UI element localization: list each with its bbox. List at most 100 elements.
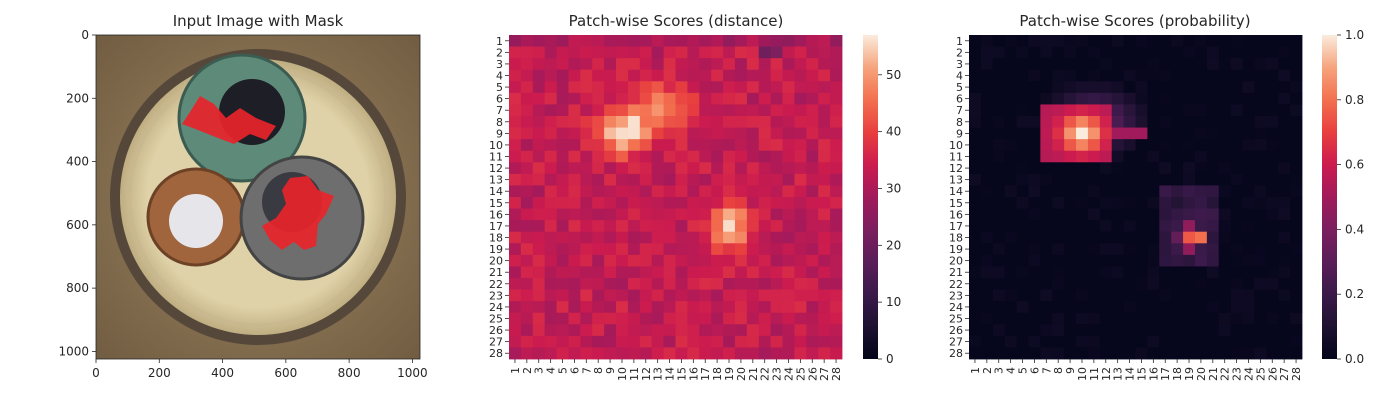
heatmap-cell xyxy=(1147,254,1160,267)
heatmap-cell xyxy=(1194,278,1208,290)
heatmap-cell xyxy=(711,150,724,163)
heatmap-cell xyxy=(980,347,994,360)
heatmap-cell xyxy=(627,312,641,325)
heatmap-cell xyxy=(992,347,1006,360)
heatmap-cell xyxy=(604,347,617,360)
heatmap-cell xyxy=(1230,104,1243,117)
heatmap-cell xyxy=(675,301,688,314)
heatmap-cell xyxy=(639,173,653,186)
heatmap-cell xyxy=(1171,243,1184,256)
heatmap-cell xyxy=(592,185,605,198)
heatmap-cell xyxy=(616,312,629,325)
heatmap-cell xyxy=(1278,301,1291,314)
heatmap-cell xyxy=(509,116,522,128)
heatmap-cell xyxy=(1040,289,1053,302)
heatmap-cell xyxy=(1278,347,1291,360)
heatmap-cell xyxy=(770,81,783,94)
heatmap-cell xyxy=(639,46,653,59)
x-tick-label: 23 xyxy=(771,367,784,381)
y-tick-label: 200 xyxy=(66,91,89,105)
x-tick-label: 12 xyxy=(1100,367,1113,381)
heatmap-cell xyxy=(509,335,522,348)
heatmap-cell xyxy=(1278,81,1291,94)
y-tick-label: 13 xyxy=(949,174,963,187)
heatmap-cell xyxy=(627,220,641,233)
heatmap-cell xyxy=(1254,81,1267,94)
heatmap-cell xyxy=(782,46,795,59)
heatmap-cell xyxy=(1290,243,1303,256)
heatmap-cell xyxy=(1147,312,1160,325)
heatmap-cell xyxy=(1028,324,1041,337)
heatmap-cell xyxy=(723,150,736,163)
heatmap-cell xyxy=(1230,116,1243,128)
heatmap-cell xyxy=(1290,254,1303,267)
heatmap-cell xyxy=(758,92,772,105)
heatmap-cell xyxy=(794,116,807,128)
heatmap-cell xyxy=(568,254,581,267)
heatmap-cell xyxy=(1278,58,1291,71)
heatmap-cell xyxy=(1076,127,1089,140)
heatmap-cell xyxy=(1147,127,1160,140)
heatmap-cell xyxy=(568,127,581,140)
heatmap-cell xyxy=(651,266,664,279)
heatmap-cell xyxy=(980,324,994,337)
heatmap-cell xyxy=(699,127,712,140)
heatmap-cell xyxy=(1218,254,1232,267)
heatmap-cell xyxy=(1218,116,1232,128)
heatmap-cell xyxy=(782,243,795,256)
heatmap-cell xyxy=(1111,162,1124,175)
heatmap-cell xyxy=(1016,208,1029,221)
heatmap-cell xyxy=(734,254,748,267)
heatmap-cell xyxy=(1028,162,1041,175)
heatmap-cell xyxy=(604,173,617,186)
heatmap-cell xyxy=(687,69,700,82)
heatmap-cell xyxy=(1183,301,1196,314)
heatmap-cell xyxy=(782,58,795,71)
heatmap-cell xyxy=(1290,185,1303,198)
heatmap-cell xyxy=(1099,243,1113,256)
heatmap-cell xyxy=(1099,301,1113,314)
heatmap-cell xyxy=(711,35,724,47)
heatmap-cell xyxy=(663,197,676,209)
heatmap-cell xyxy=(1004,69,1017,82)
heatmap-cell xyxy=(746,173,760,186)
heatmap-cell xyxy=(544,220,557,233)
heatmap-cell xyxy=(520,208,534,221)
heatmap-cell xyxy=(556,139,569,152)
heatmap-cell xyxy=(734,243,748,256)
heatmap-cell xyxy=(568,150,581,163)
heatmap-cell xyxy=(1194,185,1208,198)
heatmap-cell xyxy=(1016,58,1029,71)
heatmap-cell xyxy=(1194,231,1208,244)
heatmap-cell xyxy=(1159,139,1172,152)
heatmap-cell xyxy=(580,324,593,337)
y-tick-label: 26 xyxy=(949,324,963,337)
heatmap-cell xyxy=(687,92,700,105)
y-tick-label: 19 xyxy=(489,243,503,256)
heatmap-cell xyxy=(1194,208,1208,221)
heatmap-cell xyxy=(616,81,629,94)
heatmap-cell xyxy=(980,116,994,128)
heatmap-cell xyxy=(568,139,581,152)
heatmap-cell xyxy=(830,35,843,47)
heatmap-cell xyxy=(651,58,664,71)
heatmap-cell xyxy=(711,69,724,82)
heatmap-cell xyxy=(556,231,569,244)
heatmap-cell xyxy=(1135,162,1148,175)
heatmap-cell xyxy=(1254,301,1267,314)
heatmap-cell xyxy=(711,173,724,186)
heatmap-cell xyxy=(1052,173,1065,186)
heatmap-cell xyxy=(1171,347,1184,360)
heatmap-cell xyxy=(1147,35,1160,47)
heatmap-cell xyxy=(616,254,629,267)
heatmap-cell xyxy=(806,46,819,59)
heatmap-cell xyxy=(639,254,653,267)
heatmap-cell xyxy=(1028,35,1041,47)
heatmap-cell xyxy=(758,266,772,279)
heatmap-cell xyxy=(1111,301,1124,314)
heatmap-cell xyxy=(980,231,994,244)
y-tick-label: 2 xyxy=(496,46,503,59)
heatmap-cell xyxy=(1052,104,1065,117)
heatmap-cell xyxy=(1278,69,1291,82)
heatmap-cell xyxy=(770,266,783,279)
